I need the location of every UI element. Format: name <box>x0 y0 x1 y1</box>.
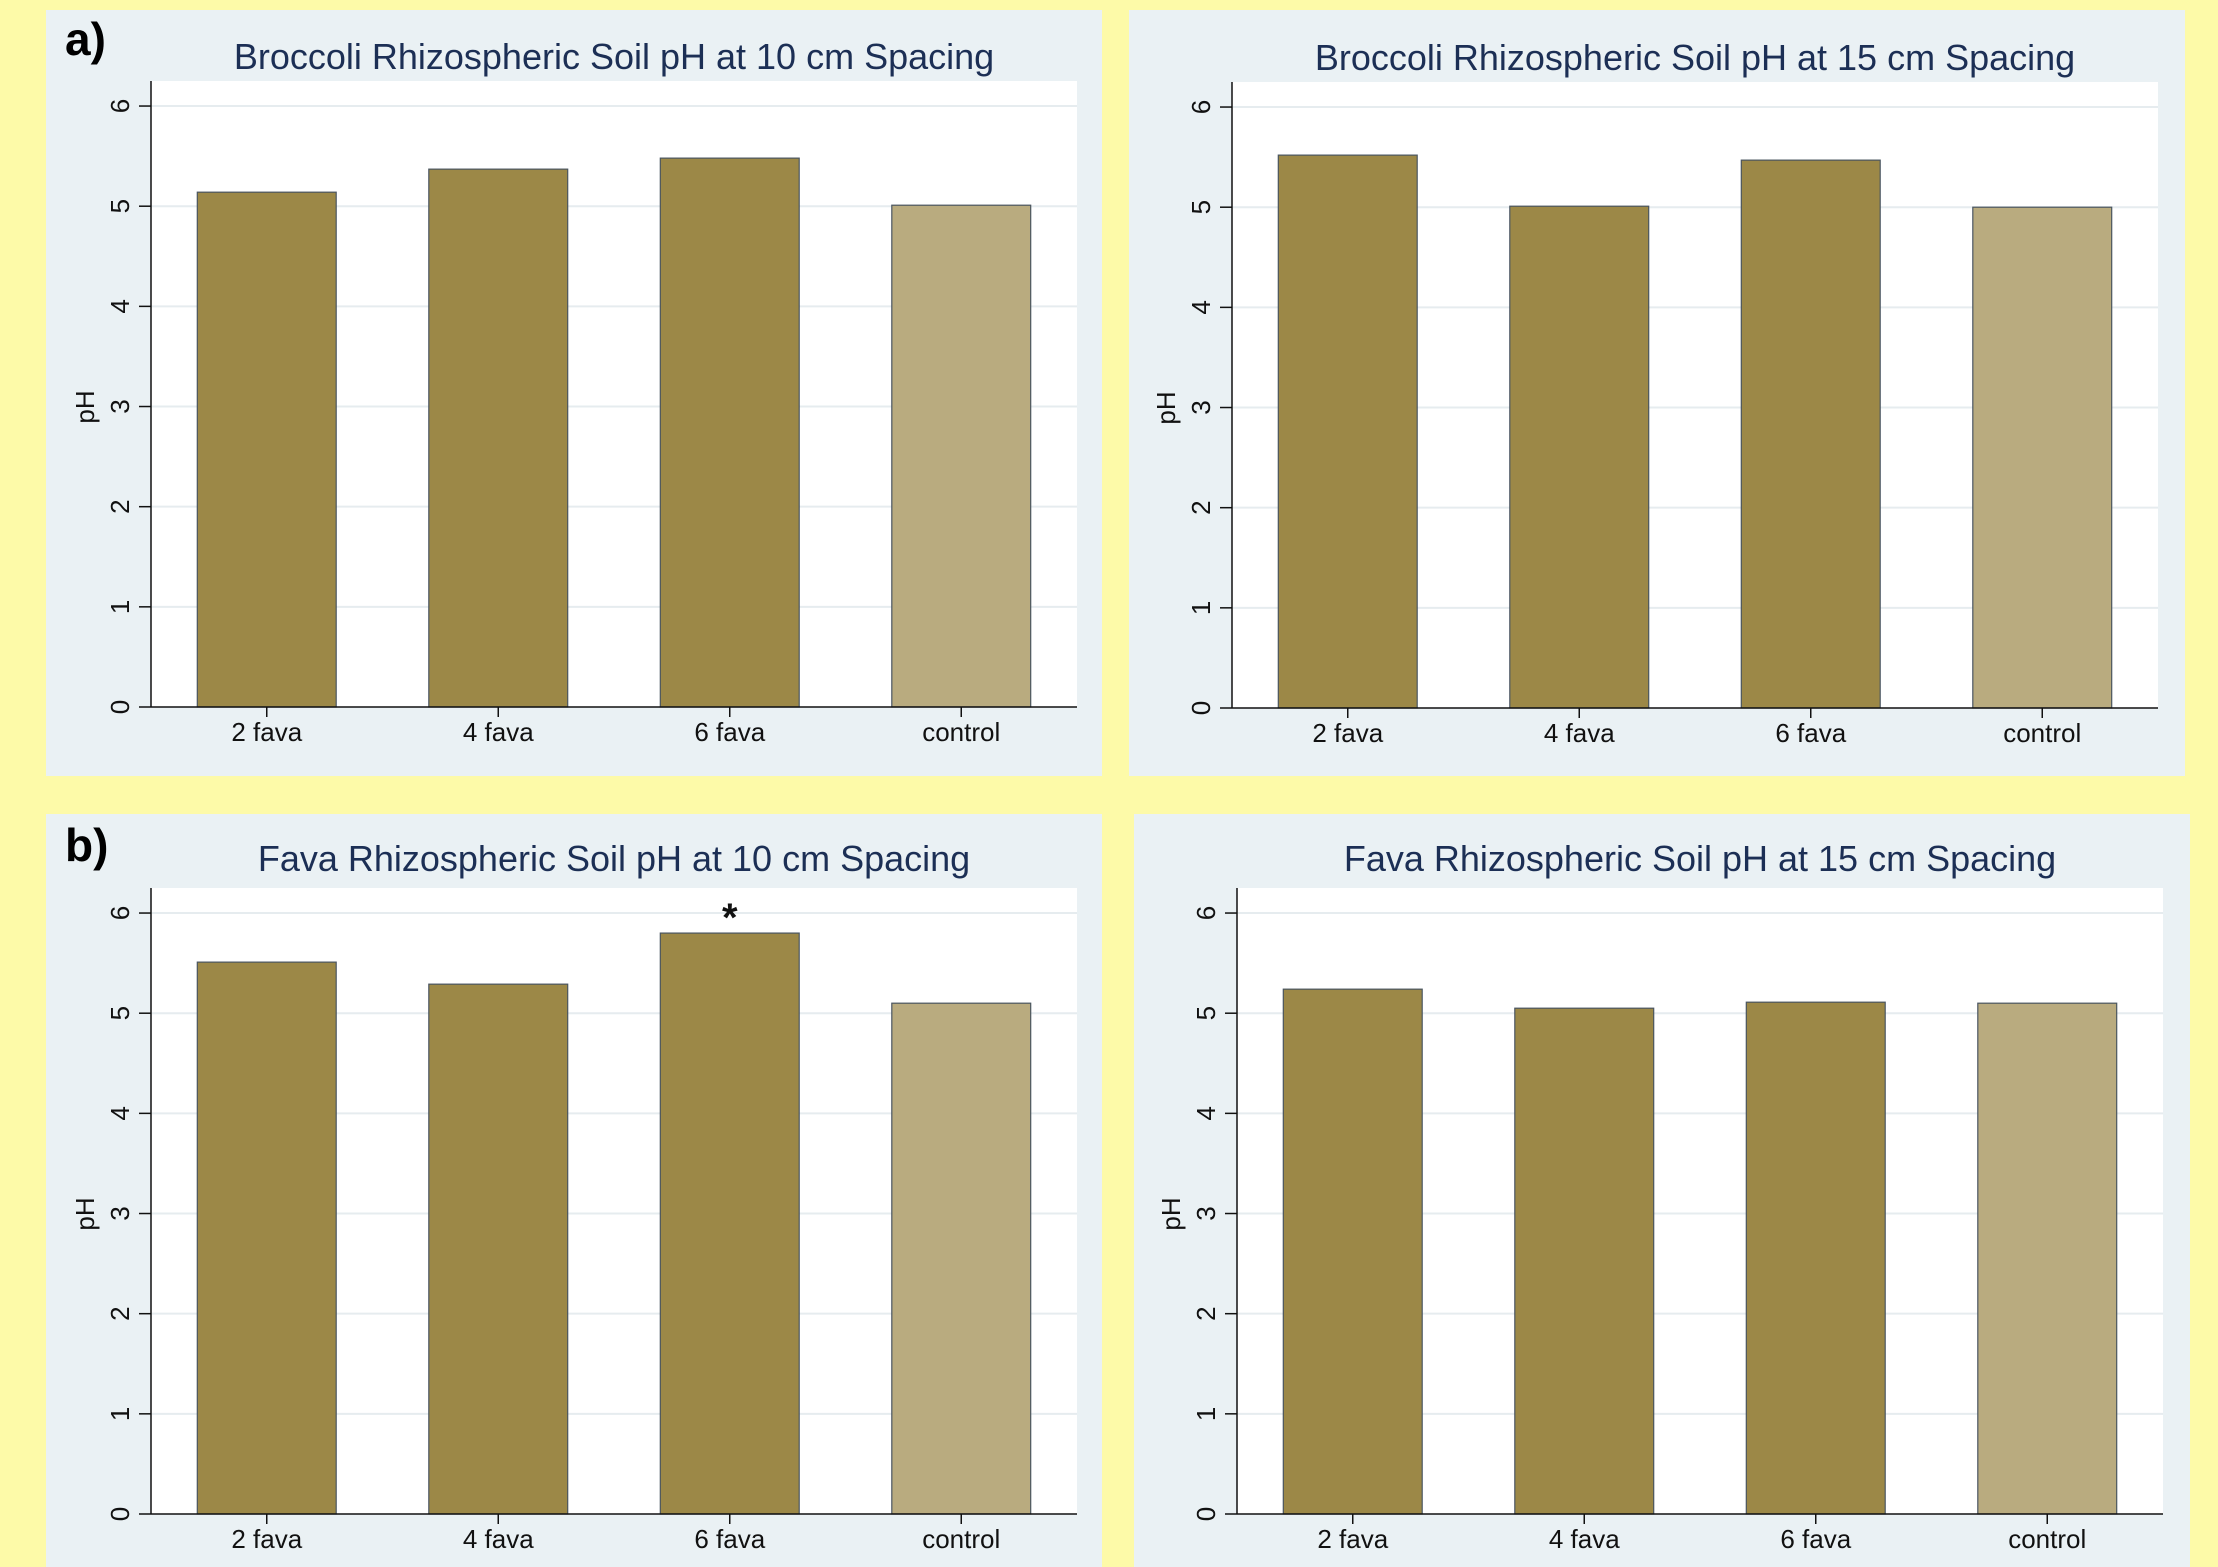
x-tick-label-control: control <box>2003 718 2081 748</box>
x-tick-label-4-fava: 4 fava <box>463 717 534 747</box>
x-tick-label-2-fava: 2 fava <box>1312 718 1383 748</box>
y-axis-label: pH <box>1151 391 1181 424</box>
bar-2-fava <box>1277 154 1418 709</box>
y-tick-label: 5 <box>105 1006 135 1020</box>
bar-chart-broccoli-10cm: 0 1 2 3 4 5 6 2 fava 4 fava 6 fava control pH Brocco… <box>70 36 1077 747</box>
y-axis-label: pH <box>70 390 100 423</box>
y-tick-label: 6 <box>1186 100 1216 114</box>
y-tick-label: 0 <box>105 700 135 714</box>
bar-6-fava <box>1745 1001 1886 1515</box>
y-tick-label: 2 <box>105 1306 135 1320</box>
significance-annotation: * <box>722 896 738 940</box>
bar-4-fava <box>1509 205 1650 709</box>
panel-label-b: b) <box>65 819 109 871</box>
chart-title: Broccoli Rhizospheric Soil pH at 10 cm S… <box>234 36 994 77</box>
y-tick-label: 4 <box>105 299 135 313</box>
chart-panel-fava-15cm: 0 1 2 3 4 5 6 2 fava 4 fava 6 fava control pH Fava R… <box>1134 814 2190 1567</box>
x-tick-label-control: control <box>2008 1524 2086 1554</box>
y-tick-label: 3 <box>105 1206 135 1220</box>
y-tick-label: 4 <box>105 1106 135 1120</box>
y-tick-label: 3 <box>105 399 135 413</box>
chart-title: Fava Rhizospheric Soil pH at 15 cm Spaci… <box>1344 838 2056 879</box>
x-tick-label-control: control <box>922 1524 1000 1554</box>
y-tick-label: 6 <box>1191 906 1221 920</box>
y-tick-label: 2 <box>1191 1306 1221 1320</box>
chart-panel-broccoli-10cm: 0 1 2 3 4 5 6 2 fava 4 fava 6 fava control pH Brocco… <box>46 10 1102 776</box>
y-tick-label: 6 <box>105 906 135 920</box>
bar-control <box>891 204 1032 708</box>
y-tick-label: 0 <box>1191 1507 1221 1521</box>
bar-control <box>1977 1002 2118 1515</box>
y-tick-label: 1 <box>105 1407 135 1421</box>
y-axis-label: pH <box>70 1197 100 1230</box>
x-tick-label-6-fava: 6 fava <box>1780 1524 1851 1554</box>
y-tick-label: 0 <box>105 1507 135 1521</box>
bar-4-fava <box>1514 1007 1655 1515</box>
y-tick-label: 2 <box>1186 500 1216 514</box>
y-axis-label: pH <box>1156 1197 1186 1230</box>
x-tick-label-6-fava: 6 fava <box>694 717 765 747</box>
bar-2-fava <box>196 191 337 708</box>
y-tick-label: 3 <box>1191 1206 1221 1220</box>
x-tick-label-control: control <box>922 717 1000 747</box>
bar-chart-fava-10cm: 0 1 2 3 4 5 6 2 fava 4 fava 6 fava control * pH Fava … <box>70 838 1077 1554</box>
bar-chart-broccoli-15cm: 0 1 2 3 4 5 6 2 fava 4 fava 6 fava control pH Brocco… <box>1151 37 2158 748</box>
x-tick-label-4-fava: 4 fava <box>1549 1524 1620 1554</box>
y-tick-label: 5 <box>1191 1006 1221 1020</box>
x-tick-label-2-fava: 2 fava <box>1317 1524 1388 1554</box>
y-tick-label: 6 <box>105 99 135 113</box>
y-tick-label: 4 <box>1191 1106 1221 1120</box>
y-tick-label: 1 <box>1191 1407 1221 1421</box>
bar-chart-fava-15cm: 0 1 2 3 4 5 6 2 fava 4 fava 6 fava control pH Fava R… <box>1156 838 2163 1554</box>
bar-6-fava <box>659 157 800 708</box>
chart-panel-fava-10cm: 0 1 2 3 4 5 6 2 fava 4 fava 6 fava control * pH Fava … <box>46 814 1102 1567</box>
x-tick-label-6-fava: 6 fava <box>1775 718 1846 748</box>
y-tick-label: 5 <box>1186 200 1216 214</box>
y-tick-label: 1 <box>1186 601 1216 615</box>
x-tick-label-4-fava: 4 fava <box>463 1524 534 1554</box>
y-tick-label: 3 <box>1186 400 1216 414</box>
x-tick-label-6-fava: 6 fava <box>694 1524 765 1554</box>
bar-2-fava <box>1282 988 1423 1515</box>
bar-control <box>891 1002 1032 1515</box>
bar-6-fava <box>659 932 800 1515</box>
y-tick-label: 0 <box>1186 701 1216 715</box>
bar-control <box>1972 206 2113 709</box>
y-tick-label: 1 <box>105 600 135 614</box>
bar-6-fava <box>1740 159 1881 709</box>
bar-4-fava <box>428 983 569 1515</box>
y-tick-label: 4 <box>1186 300 1216 314</box>
x-tick-label-2-fava: 2 fava <box>231 717 302 747</box>
x-tick-label-4-fava: 4 fava <box>1544 718 1615 748</box>
bar-4-fava <box>428 168 569 708</box>
bar-2-fava <box>196 961 337 1515</box>
y-tick-label: 5 <box>105 199 135 213</box>
x-tick-label-2-fava: 2 fava <box>231 1524 302 1554</box>
chart-title: Broccoli Rhizospheric Soil pH at 15 cm S… <box>1315 37 2075 78</box>
chart-panel-broccoli-15cm: 0 1 2 3 4 5 6 2 fava 4 fava 6 fava control pH Brocco… <box>1129 10 2185 776</box>
chart-title: Fava Rhizospheric Soil pH at 10 cm Spaci… <box>258 838 970 879</box>
panel-label-a: a) <box>65 13 106 65</box>
y-tick-label: 2 <box>105 499 135 513</box>
